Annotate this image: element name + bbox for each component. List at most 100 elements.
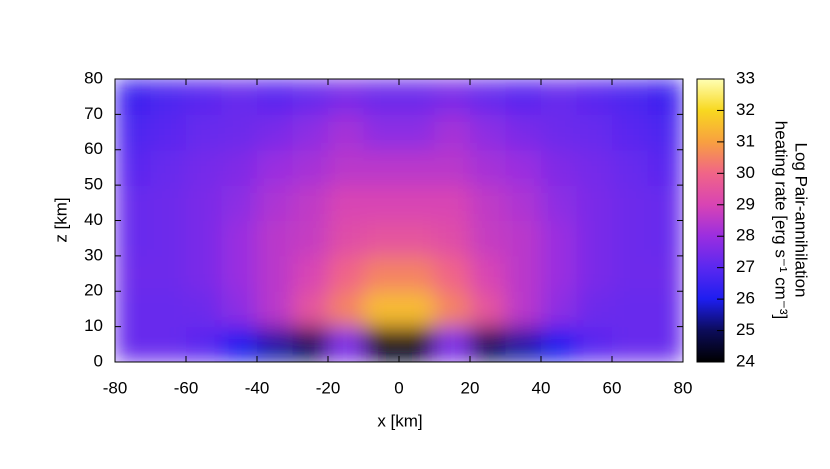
heat-cell <box>115 114 151 151</box>
colorbar-tick-label: 24 <box>736 351 755 370</box>
x-tick-label: 0 <box>394 378 403 397</box>
heat-cell <box>399 114 435 151</box>
x-tick-label: -40 <box>245 378 270 397</box>
heat-cell <box>328 291 364 328</box>
heat-cell <box>647 326 683 362</box>
heat-cell <box>221 326 258 362</box>
heat-cell <box>186 220 222 257</box>
heat-cell <box>399 291 435 328</box>
heat-cell <box>292 326 329 362</box>
heat-cell <box>576 220 613 257</box>
heat-cell <box>612 291 648 328</box>
heat-cell <box>399 326 435 362</box>
heat-cell <box>434 220 471 257</box>
heat-cell <box>257 220 293 257</box>
heat-cell <box>186 291 222 328</box>
heat-cell <box>363 291 400 328</box>
heat-cell <box>612 326 648 362</box>
heat-cell <box>470 185 506 221</box>
colorbar-tick-label: 32 <box>736 100 755 119</box>
heat-cell <box>186 326 222 362</box>
heat-cell <box>541 255 577 292</box>
heat-cell <box>292 114 329 151</box>
heat-cell <box>292 291 329 328</box>
heat-cell <box>221 220 258 257</box>
y-tick-label: 70 <box>84 104 103 123</box>
heat-cell <box>612 255 648 292</box>
colorbar-tick-label: 31 <box>736 131 755 150</box>
heat-cell <box>257 255 293 292</box>
heat-cell <box>292 255 329 292</box>
heat-cell <box>505 185 542 221</box>
heat-cell <box>328 185 364 221</box>
heat-cell <box>434 291 471 328</box>
heat-cell <box>363 149 400 186</box>
heat-cell <box>434 114 471 151</box>
heat-cell <box>328 326 364 362</box>
heat-cell <box>221 114 258 151</box>
heat-cell <box>541 326 577 362</box>
heat-cell <box>221 255 258 292</box>
heat-cell <box>150 326 187 362</box>
y-tick-label: 30 <box>84 245 103 264</box>
heat-cell <box>115 255 151 292</box>
heat-cell <box>647 255 683 292</box>
heat-cell <box>470 255 506 292</box>
heat-cell <box>363 255 400 292</box>
heat-cell <box>399 185 435 221</box>
x-tick-label: 80 <box>674 378 693 397</box>
heat-cell <box>363 326 400 362</box>
heat-cell <box>576 326 613 362</box>
heat-cell <box>115 185 151 221</box>
heat-cell <box>221 149 258 186</box>
heat-cell <box>612 79 648 115</box>
x-tick-label: -20 <box>316 378 341 397</box>
heat-cell <box>470 149 506 186</box>
heat-cell <box>576 291 613 328</box>
heat-cell <box>399 79 435 115</box>
heat-cell <box>434 149 471 186</box>
colorbar-tick-label: 25 <box>736 320 755 339</box>
colorbar-tick-label: 28 <box>736 226 755 245</box>
heat-cell <box>221 79 258 115</box>
heat-cell <box>328 114 364 151</box>
heat-cell <box>292 185 329 221</box>
heat-cell <box>612 220 648 257</box>
heat-cell <box>363 79 400 115</box>
colorbar-tick-label: 27 <box>736 257 755 276</box>
heatmap <box>115 79 683 362</box>
colorbar-tick-label: 33 <box>736 68 755 87</box>
heat-cell <box>470 114 506 151</box>
heat-cell <box>541 220 577 257</box>
x-tick-label: 60 <box>603 378 622 397</box>
heat-cell <box>612 114 648 151</box>
heat-cell <box>541 291 577 328</box>
heat-cell <box>505 326 542 362</box>
heat-cell <box>363 185 400 221</box>
heat-cell <box>647 79 683 115</box>
heat-cell <box>470 291 506 328</box>
heat-cell <box>115 326 151 362</box>
y-tick-label: 0 <box>94 351 103 370</box>
y-tick-label: 50 <box>84 175 103 194</box>
heat-cell <box>470 79 506 115</box>
heat-cell <box>292 79 329 115</box>
heat-cell <box>541 185 577 221</box>
heat-cell <box>186 149 222 186</box>
heat-cell <box>328 255 364 292</box>
heat-cell <box>292 220 329 257</box>
heat-cell <box>434 185 471 221</box>
heat-cell <box>541 114 577 151</box>
heat-cell <box>470 220 506 257</box>
heat-cell <box>150 220 187 257</box>
heat-cell <box>647 114 683 151</box>
heat-cell <box>505 220 542 257</box>
heat-cell <box>257 326 293 362</box>
heat-cell <box>115 149 151 186</box>
heat-cell <box>257 149 293 186</box>
heat-cell <box>150 185 187 221</box>
y-tick-label: 40 <box>84 210 103 229</box>
heat-cell <box>186 114 222 151</box>
heat-cell <box>505 291 542 328</box>
x-tick-label: 40 <box>532 378 551 397</box>
